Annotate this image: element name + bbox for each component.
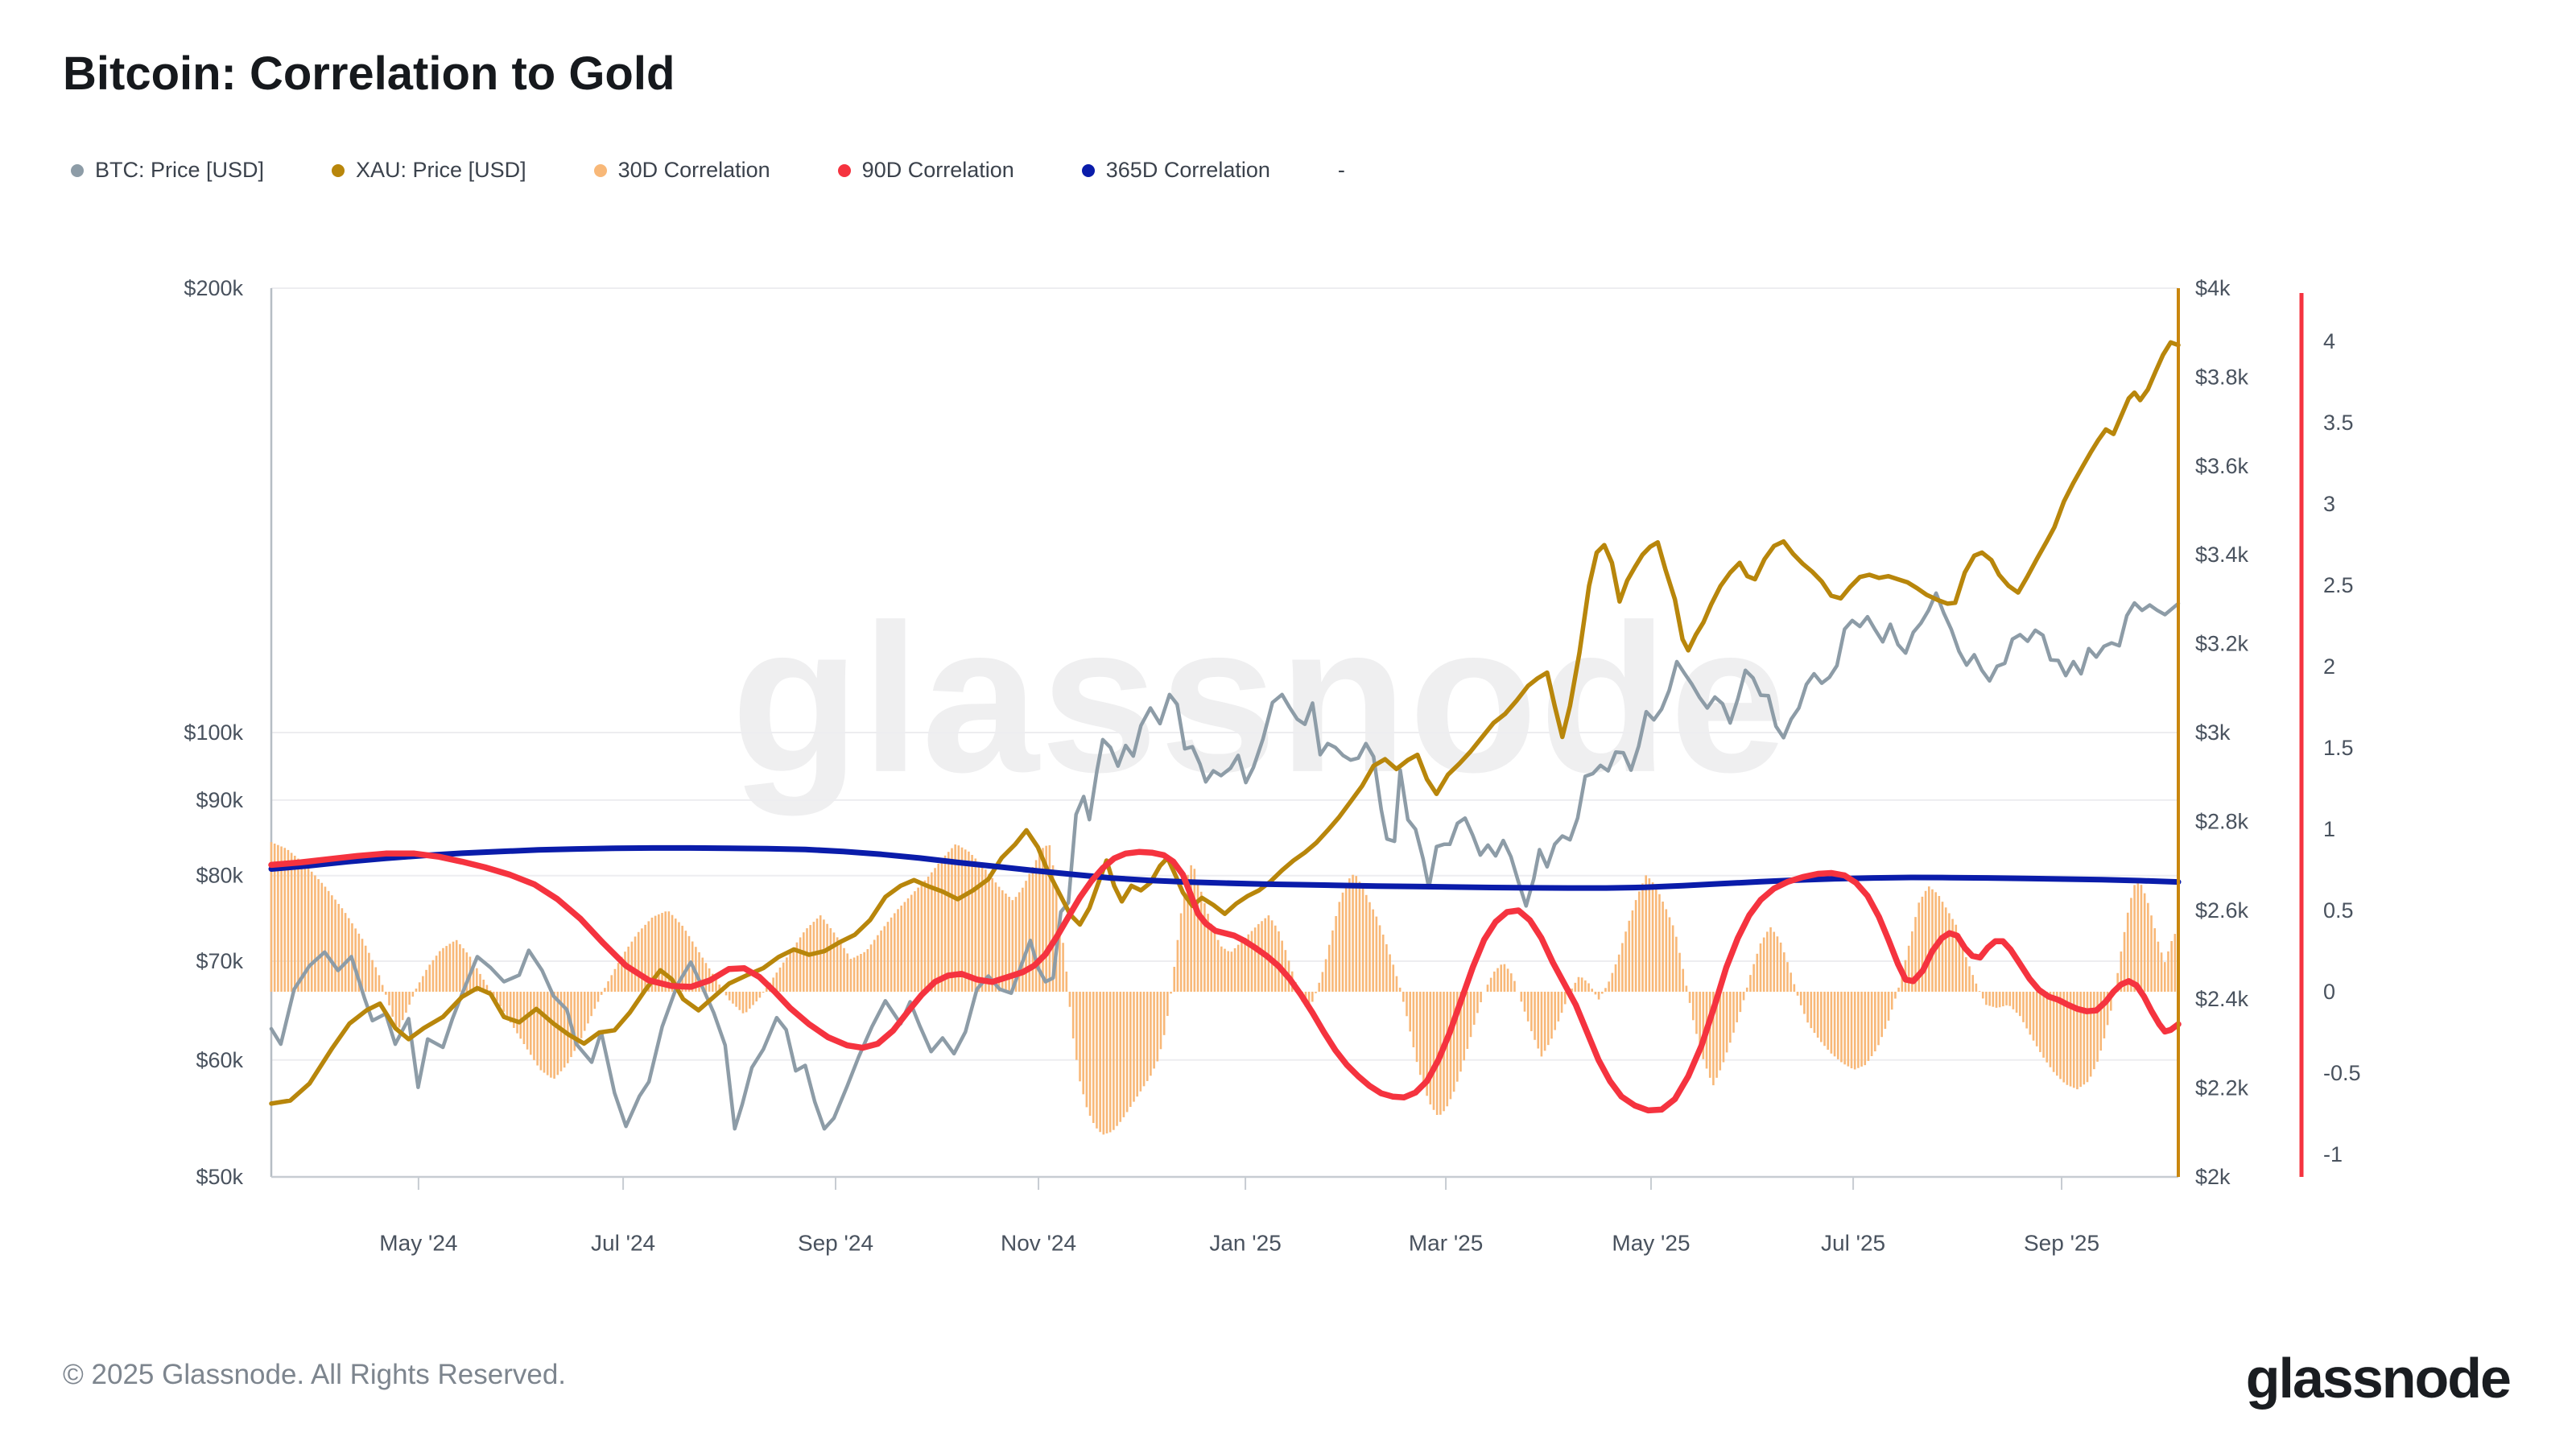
legend-item-[interactable]: - <box>1338 158 1345 183</box>
legend-dot <box>1081 163 1095 177</box>
gold-axis-tick-label: $3.4k <box>2195 543 2249 567</box>
legend-item-xau-price-usd[interactable]: XAU: Price [USD] <box>332 158 526 183</box>
correlation-axis-tick-label: -0.5 <box>2323 1061 2361 1085</box>
legend-dot <box>332 163 345 177</box>
legend-dot <box>837 163 851 177</box>
left-axis-tick-label: $80k <box>196 864 243 888</box>
x-axis-tick-label: Jul '25 <box>1821 1231 1885 1256</box>
left-axis-tick-label: $100k <box>184 720 243 745</box>
gold-axis-tick-label: $3.6k <box>2195 454 2249 478</box>
correlation-axis-tick-label: 1 <box>2323 817 2335 841</box>
x-axis-tick-label: May '24 <box>379 1231 457 1256</box>
left-axis-tick-label: $60k <box>196 1048 243 1072</box>
x-axis-tick-label: Sep '24 <box>798 1231 873 1256</box>
legend-label: BTC: Price [USD] <box>95 158 265 182</box>
legend-dot <box>593 163 607 177</box>
legend-item-btc-price-usd[interactable]: BTC: Price [USD] <box>71 158 264 183</box>
left-axis-tick-label: $200k <box>184 276 243 300</box>
gold-axis-tick-label: $3.2k <box>2195 632 2249 656</box>
correlation-axis-tick-label: 3 <box>2323 492 2335 516</box>
gold-axis-tick-label: $2.8k <box>2195 809 2249 833</box>
x-axis-tick-label: Jan '25 <box>1209 1231 1281 1256</box>
30d-correlation-bars <box>270 842 2180 1135</box>
gold-axis-tick-label: $2.6k <box>2195 898 2249 923</box>
glassnode-watermark: glassnode <box>731 580 1789 816</box>
left-axis-tick-label: $90k <box>196 788 243 812</box>
correlation-axis-tick-label: 0 <box>2323 980 2335 1004</box>
legend-dot <box>71 163 84 177</box>
legend: BTC: Price [USD] XAU: Price [USD] 30D Corr… <box>71 158 1345 183</box>
legend-label: XAU: Price [USD] <box>356 158 526 182</box>
x-axis-ticks <box>417 1177 2063 1190</box>
legend-label: 90D Correlation <box>861 158 1014 182</box>
glassnode-logo: glassnode <box>2245 1347 2512 1410</box>
xau-price-usd-line <box>269 340 2181 1106</box>
x-axis-tick-label: Jul '24 <box>591 1231 655 1256</box>
legend-item-30d-correlation[interactable]: 30D Correlation <box>593 158 770 183</box>
correlation-axis-tick-label: -1 <box>2323 1142 2343 1166</box>
legend-item-365d-correlation[interactable]: 365D Correlation <box>1081 158 1270 183</box>
correlation-axis-tick-label: 2 <box>2323 654 2335 679</box>
gold-axis-tick-label: $2.4k <box>2195 987 2249 1011</box>
x-axis-tick-label: Mar '25 <box>1409 1231 1484 1256</box>
gold-axis-tick-label: $2k <box>2195 1165 2231 1189</box>
correlation-axis-tick-label: 2.5 <box>2323 573 2354 597</box>
365d-correlation-line <box>268 844 2182 891</box>
correlation-axis-tick-label: 1.5 <box>2323 736 2354 760</box>
gold-axis-tick-label: $2.2k <box>2195 1076 2249 1100</box>
copyright-text: © 2025 Glassnode. All Rights Reserved. <box>63 1359 567 1390</box>
gold-axis-tick-label: $3k <box>2195 720 2231 745</box>
legend-item-90d-correlation[interactable]: 90D Correlation <box>837 158 1014 183</box>
correlation-axis-tick-label: 3.5 <box>2323 411 2354 435</box>
legend-label: 365D Correlation <box>1105 158 1270 182</box>
legend-label: - <box>1337 158 1345 182</box>
gold-axis-tick-label: $3.8k <box>2195 365 2249 389</box>
gold-axis-tick-label: $4k <box>2195 276 2231 300</box>
axis-labels: $4k $3.8k $3.6k $3.4k $3.2k $3k $2.8k $2.6k $2.4… <box>379 276 2360 1256</box>
correlation-axis-tick-label: 4 <box>2323 329 2335 353</box>
page-title: Bitcoin: Correlation to Gold <box>63 47 675 100</box>
x-axis-tick-label: Sep '25 <box>2024 1231 2099 1256</box>
left-axis-tick-label: $70k <box>196 949 243 973</box>
correlation-axis-tick-label: 0.5 <box>2323 898 2354 923</box>
x-axis-tick-label: May '25 <box>1612 1231 1690 1256</box>
90d-correlation-line <box>268 848 2182 1114</box>
left-axis-tick-label: $50k <box>196 1165 243 1189</box>
legend-label: 30D Correlation <box>617 158 770 182</box>
btc-price-usd-line <box>269 591 2181 1131</box>
x-axis-tick-label: Nov '24 <box>1001 1231 1076 1256</box>
